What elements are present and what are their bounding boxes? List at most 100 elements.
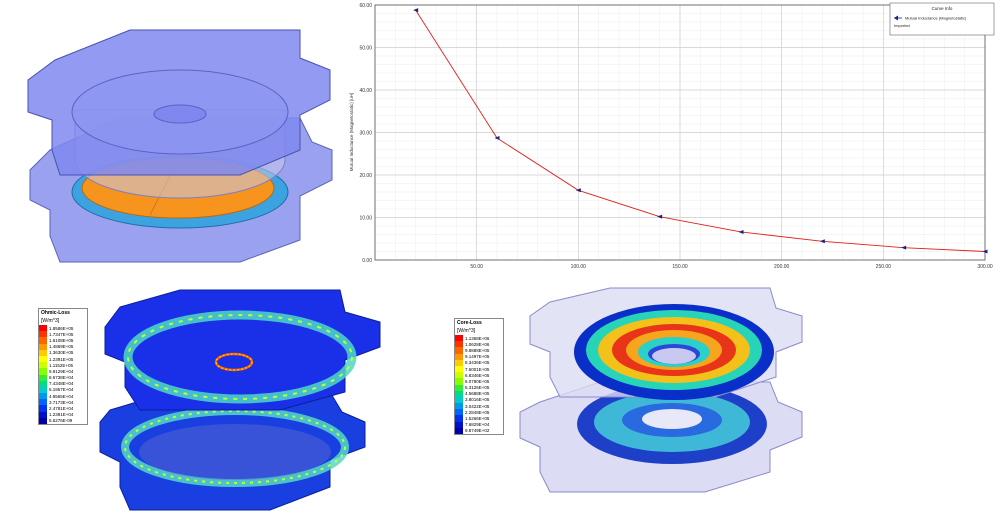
core-legend-swatch [455,415,463,422]
data-point [413,8,419,13]
chart-axes: 0.00 10.00 20.00 30.00 40.00 50.00 60.00 50.00 1… [359,3,992,270]
ohmic-legend-row: 6.1957E+04 [39,386,87,394]
legend-sub: Imported [894,23,910,28]
ohmic-loss-drawing [99,289,381,511]
core-legend-value: 9.8888E+05 [465,347,490,353]
ohmic-legend-swatch [39,368,47,375]
ohmic-legend-swatch [39,374,47,381]
core-legend-value: 1.5266E+05 [465,416,490,422]
core-loss-legend: Core-Loss [W/m^3] 1.1368E+06 1.0628E+06 9.… [454,318,504,435]
ohmic-legend-value: 1.3630E+05 [49,350,74,356]
ohmic-loss-view: Ohmic-Loss [W/m^3] 1.8586E+05 1.7347E+05 1… [0,282,420,513]
core-legend-row: 1.5266E+05 [455,415,503,422]
ohmic-legend-swatch [39,380,47,387]
ohmic-legend-row: 4.9565E+04 [39,393,87,400]
y-tick-label: 20.00 [359,173,372,179]
data-point [982,249,988,254]
core-legend-row: 9.1497E+05 [455,353,503,360]
core-legend-value: 8.3436E+05 [465,360,490,366]
data-point [901,245,907,250]
ohmic-legend-value: 1.2391E+05 [49,356,74,362]
core-legend-row: 7.6001E+05 [455,365,503,373]
ohmic-legend-value: 7.4348E+04 [49,381,74,387]
ohmic-legend-row: 1.6108E+05 [39,337,87,344]
core-legend-value: 5.3126E+05 [465,385,490,391]
core-legend-value: 3.0422E+05 [465,403,490,409]
ohmic-legend-row: 1.3630E+05 [39,349,87,356]
ohmic-legend-swatch [39,355,47,363]
ohmic-legend-row: 9.9129E+04 [39,368,87,375]
ohmic-legend-value: 2.4781E+04 [49,406,74,412]
ohmic-legend-row: 1.4869E+05 [39,343,87,350]
ohmic-legend-swatch [39,337,47,344]
x-tick-label: 100.00 [571,264,587,270]
core-legend-row: 9.8749E+02 [455,427,503,434]
core-legend-value: 1.0628E+06 [465,341,490,347]
core-legend-row: 9.8888E+05 [455,347,503,354]
ohmic-legend-value: 1.7347E+05 [49,331,74,337]
core-legend-swatch [455,427,463,434]
data-point [738,229,744,234]
core-legend-swatch [455,372,463,379]
core-legend-value: 3.8016E+05 [465,397,490,403]
mutual-inductance-chart: 0.00 10.00 20.00 30.00 40.00 50.00 60.00 50.00 1… [345,0,1000,280]
core-legend-swatch [455,359,463,366]
ohmic-legend-value: 1.8586E+05 [49,325,74,331]
core-legend-value: 4.5688E+05 [465,391,490,397]
core-legend-swatch [455,341,463,348]
core-legend-row: 1.1368E+06 [455,335,503,342]
ohmic-legend-swatch [39,362,47,369]
ohmic-legend-value: 8.6738E+04 [49,375,74,381]
core-legend-row: 5.3126E+05 [455,384,503,391]
y-axis-label: Mutual Inductance (Magnetostatic) [uH] [349,93,354,172]
ohmic-legend-title: Ohmic-Loss [41,310,70,316]
core-legend-row: 8.3436E+05 [455,359,503,366]
core-legend-unit: [W/m^3] [457,328,476,334]
data-point [657,214,663,219]
y-tick-label: 50.00 [359,45,372,51]
core-legend-value: 1.1368E+06 [465,335,490,341]
ohmic-legend-row: 1.2391E+05 [39,355,87,363]
ohmic-legend-swatch [39,399,47,406]
core-legend-swatch [455,384,463,391]
ohmic-legend-row: 7.4348E+04 [39,380,87,387]
core-legend-value: 9.8749E+02 [465,428,490,434]
core-legend-swatch [455,347,463,354]
x-tick-label: 50.00 [470,264,483,270]
data-point [575,188,581,193]
chart-series [413,8,988,254]
ohmic-legend-swatch [39,331,47,338]
ohmic-legend-swatch [39,343,47,350]
ohmic-legend-value: 1.2391E+04 [49,412,74,418]
ohmic-legend-row: 2.4781E+04 [39,405,87,412]
core-legend-row: 2.2848E+05 [455,409,503,416]
ohmic-loss-legend: Ohmic-Loss [W/m^3] 1.8586E+05 1.7347E+05 1… [38,308,88,425]
core-legend-row: 7.6829E+04 [455,421,503,428]
core-legend-swatch [455,421,463,428]
x-tick-label: 300.00 [977,264,993,270]
core-loss-view: Core-Loss [W/m^3] 1.1368E+06 1.0628E+06 9.… [440,282,1000,513]
series-line [415,9,986,252]
ohmic-legend-value: 1.6108E+05 [49,337,74,343]
core-legend-swatch [455,409,463,416]
y-tick-label: 10.00 [359,215,372,221]
core-legend-row: 3.0422E+05 [455,403,503,410]
core-legend-title: Core-Loss [457,320,482,326]
core-legend-row: 6.0790E+05 [455,378,503,385]
ohmic-legend-value: 4.9565E+04 [49,393,74,399]
x-tick-label: 200.00 [774,264,790,270]
y-tick-label: 30.00 [359,130,372,136]
ohmic-legend-swatch [39,405,47,412]
ohmic-legend-swatch [39,417,47,424]
core-legend-value: 2.2848E+05 [465,409,490,415]
x-tick-label: 150.00 [672,264,688,270]
core-legend-value: 7.6829E+04 [465,422,490,428]
ohmic-legend-row: 8.6738E+04 [39,374,87,381]
core-top-hole [652,348,696,364]
ohmic-legend-value: 1.4869E+05 [49,344,74,350]
core-legend-swatch [455,335,463,342]
core-legend-row: 3.8016E+05 [455,396,503,404]
legend-entry: Mutual Inductance (Magnetostatic) [905,16,967,21]
core-legend-swatch [455,396,463,404]
y-tick-label: 60.00 [359,3,372,9]
